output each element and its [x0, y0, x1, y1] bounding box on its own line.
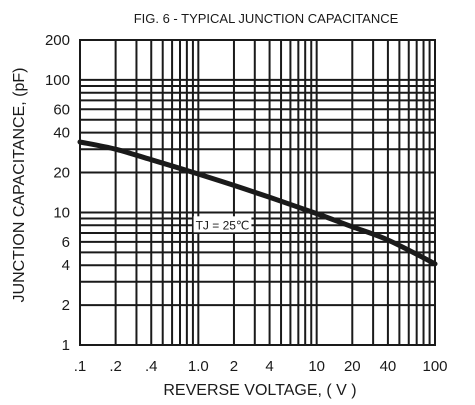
y-tick-label: 20 — [53, 165, 70, 182]
annotation-background — [193, 216, 252, 233]
y-tick-label: 40 — [53, 125, 70, 142]
grid-lines — [79, 39, 436, 346]
plot-frame — [79, 39, 436, 346]
x-tick-label: .2 — [109, 358, 122, 375]
y-tick-label: 100 — [45, 72, 70, 89]
y-axis-label: JUNCTION CAPACITANCE, (pF) — [11, 68, 28, 303]
y-tick-label: 60 — [53, 101, 70, 118]
y-tick-label: 200 — [45, 32, 70, 49]
x-tick-label: 20 — [344, 358, 361, 375]
y-tick-label: 6 — [62, 234, 70, 251]
temperature-annotation: TJ = 25℃ — [196, 218, 250, 232]
y-tick-label: 1 — [62, 337, 70, 354]
x-tick-label: 10 — [308, 358, 325, 375]
x-tick-label: 40 — [380, 358, 397, 375]
x-tick-label: 100 — [422, 358, 447, 375]
chart-title: FIG. 6 - TYPICAL JUNCTION CAPACITANCE — [134, 11, 399, 26]
y-tick-labels: 1 2 4 6 10 20 40 60 100 200 — [45, 32, 70, 354]
y-tick-label: 4 — [62, 257, 70, 274]
x-tick-label: .1 — [74, 358, 87, 375]
y-tick-label: 2 — [62, 297, 70, 314]
annotations: TJ = 25℃ — [193, 216, 252, 233]
y-tick-label: 10 — [53, 204, 70, 221]
x-tick-label: 1.0 — [188, 358, 209, 375]
capacitance-curve — [77, 139, 438, 267]
x-tick-label: 4 — [265, 358, 273, 375]
x-tick-label: .4 — [145, 358, 158, 375]
x-tick-labels: .1 .2 .4 1.0 2 4 10 20 40 100 — [74, 358, 448, 375]
x-axis-label: REVERSE VOLTAGE, ( V ) — [163, 382, 356, 399]
x-tick-label: 2 — [230, 358, 238, 375]
